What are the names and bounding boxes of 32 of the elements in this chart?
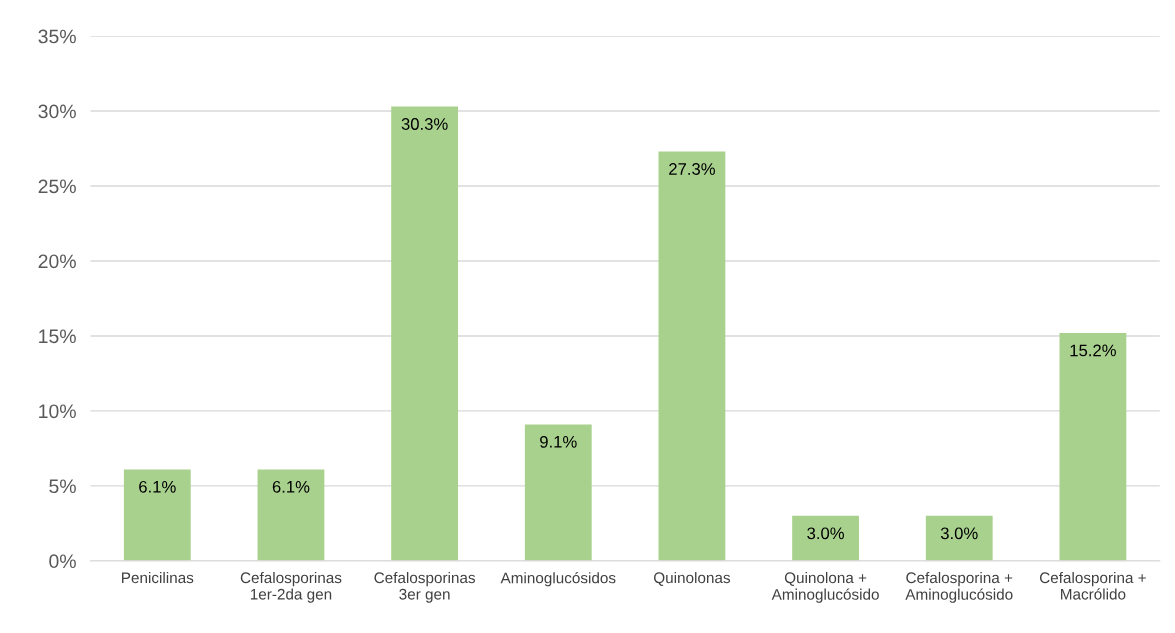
data-label: 15.2% (1070, 344, 1116, 357)
y-tick-label: 35% (38, 29, 76, 44)
x-tick-label: Quinolonas (654, 571, 731, 586)
y-tick-label: 5% (49, 479, 76, 494)
bar (524, 424, 592, 561)
y-tick-label: 0% (49, 554, 76, 569)
x-tick-label: Cefalosporinas 1er-2da gen (240, 571, 342, 603)
y-tick-label: 10% (39, 404, 76, 419)
x-tick-label: Aminoglucósidos (500, 571, 616, 587)
y-tick-label: 15% (39, 329, 76, 344)
bar (123, 469, 191, 561)
bar (792, 515, 859, 561)
x-tick-label: Cefalosporinas 3er gen (374, 571, 476, 603)
bar (1059, 332, 1127, 561)
y-tick-label: 30% (38, 104, 76, 119)
x-tick-label: Penicilinas (122, 571, 194, 584)
x-tick-label: Cefalosporina + Aminoglucósido (905, 571, 1013, 603)
data-label: 27.3% (669, 163, 715, 175)
data-label: 30.3% (401, 118, 448, 130)
data-label: 6.1% (139, 480, 176, 493)
data-label: 3.0% (807, 527, 844, 540)
x-tick-label: Cefalosporina + Macrólido (1039, 571, 1146, 600)
bar (658, 151, 726, 561)
bar (391, 106, 459, 561)
y-tick-label: 25% (38, 179, 76, 194)
data-label: 3.0% (940, 527, 978, 540)
y-tick-label: 20% (38, 254, 76, 269)
data-label: 9.1% (540, 435, 577, 448)
x-tick-label: Quinolona + Aminoglucósido (771, 571, 879, 603)
data-label: 6.1% (272, 480, 310, 493)
bar (257, 469, 325, 561)
bar (925, 515, 993, 561)
